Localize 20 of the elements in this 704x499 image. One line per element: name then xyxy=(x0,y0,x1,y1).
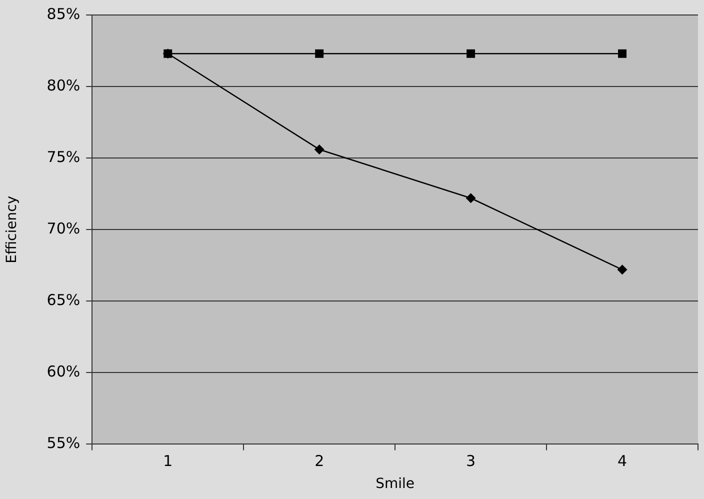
point xyxy=(315,49,324,58)
y-tick-label: 60% xyxy=(46,362,80,381)
point xyxy=(466,193,476,204)
y-tick-label: 80% xyxy=(46,76,80,94)
point xyxy=(466,49,476,58)
point xyxy=(164,49,172,58)
y-tick-label: 70% xyxy=(46,219,80,238)
y-tick-label: 55% xyxy=(46,434,80,452)
x-tick-label: 4 xyxy=(617,452,628,470)
y-tick-label: 85% xyxy=(46,4,80,23)
x-tick-label: 2 xyxy=(314,452,324,470)
point xyxy=(314,144,324,154)
y-tick-label: 65% xyxy=(46,291,80,310)
x-axis-title: Smile xyxy=(376,476,415,492)
x-tick-label: 3 xyxy=(466,452,476,470)
x-tick-label: 1 xyxy=(163,452,173,470)
point xyxy=(617,264,628,275)
y-axis-title: Efficiency xyxy=(4,196,20,264)
point xyxy=(618,49,627,58)
y-tick-label: 75% xyxy=(46,148,80,166)
